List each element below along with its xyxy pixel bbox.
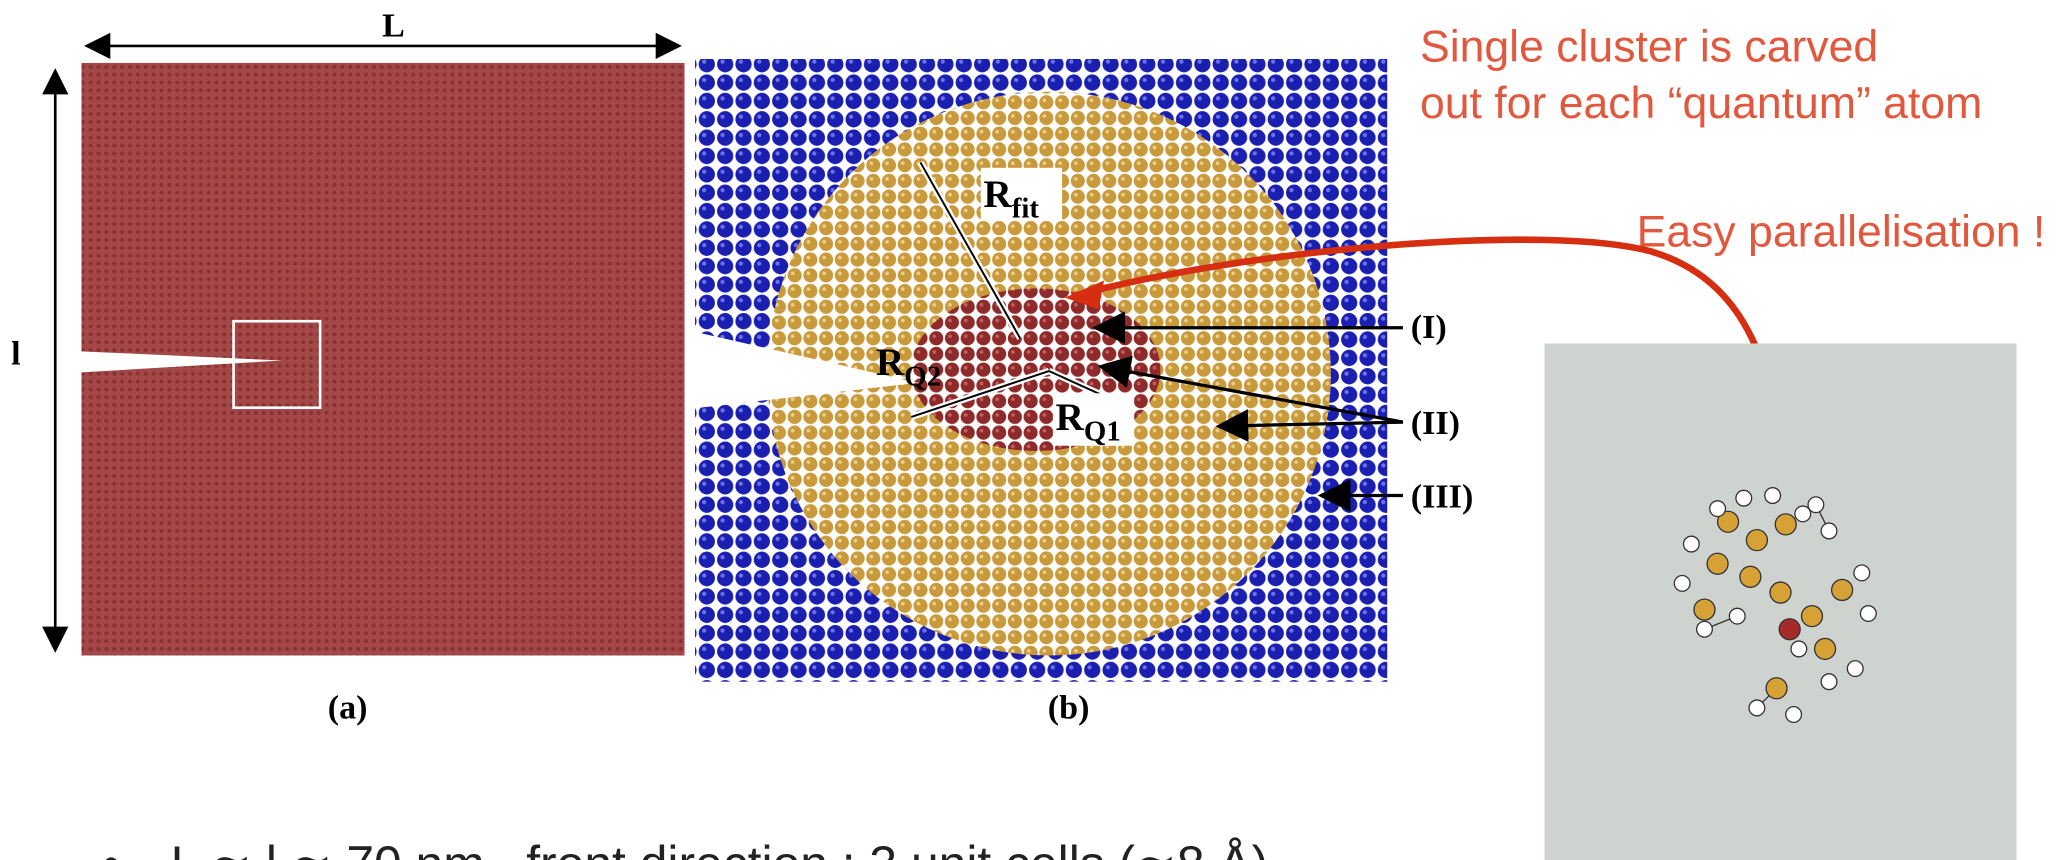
region-label: (III) (1411, 478, 1473, 515)
atom (1749, 700, 1765, 716)
width-label: L (382, 8, 405, 45)
r-fit-main: R (983, 172, 1012, 216)
r-q1-sub: Q1 (1084, 415, 1121, 447)
cluster-note: Single cluster is carved (1420, 23, 1878, 72)
atom (1801, 606, 1822, 627)
atom (1854, 565, 1870, 581)
atom (1808, 497, 1824, 513)
page: {"figure": { "panel_a": {"width_label": … (0, 0, 2056, 860)
r-q2-sub: Q2 (904, 360, 941, 392)
atom (1697, 621, 1713, 637)
region-label: (II) (1411, 405, 1460, 442)
atom (1746, 530, 1767, 551)
atom (1770, 582, 1791, 603)
atom (1847, 661, 1863, 677)
atom (1832, 579, 1853, 600)
atom (1740, 566, 1761, 587)
parallel-note: Easy parallelisation ! (1637, 207, 2046, 256)
atom (1707, 553, 1728, 574)
region-label: (I) (1411, 309, 1447, 346)
atom (1710, 501, 1726, 517)
bullet-dot: • (102, 836, 119, 860)
r-fit-sub: fit (1012, 193, 1040, 225)
cluster-note: out for each “quantum” atom (1420, 79, 1982, 128)
atom (1775, 514, 1796, 535)
atom (1694, 599, 1715, 620)
atom (1683, 536, 1699, 552)
r-q2-main: R (876, 340, 905, 384)
atom (1860, 606, 1876, 622)
r-q1-main: R (1056, 395, 1085, 439)
caption-b: (b) (1048, 689, 1090, 726)
slide: L l (a) Rfit RQ2 RQ1 (I) (II) (III) (b) … (0, 0, 2056, 860)
atom (1736, 490, 1752, 506)
atom (1815, 638, 1836, 659)
atom (1786, 707, 1802, 723)
caption-a: (a) (328, 689, 368, 726)
atom (1791, 641, 1807, 657)
atom (1821, 523, 1837, 539)
bullet-text: L ≃ l ≃ 70 nm , front direction : 3 unit… (171, 836, 1269, 860)
atom (1674, 576, 1690, 592)
atom (1821, 674, 1837, 690)
atom (1729, 608, 1745, 624)
atom (1779, 619, 1800, 640)
height-label: l (11, 335, 20, 372)
atom (1765, 488, 1781, 504)
atom (1766, 678, 1787, 699)
